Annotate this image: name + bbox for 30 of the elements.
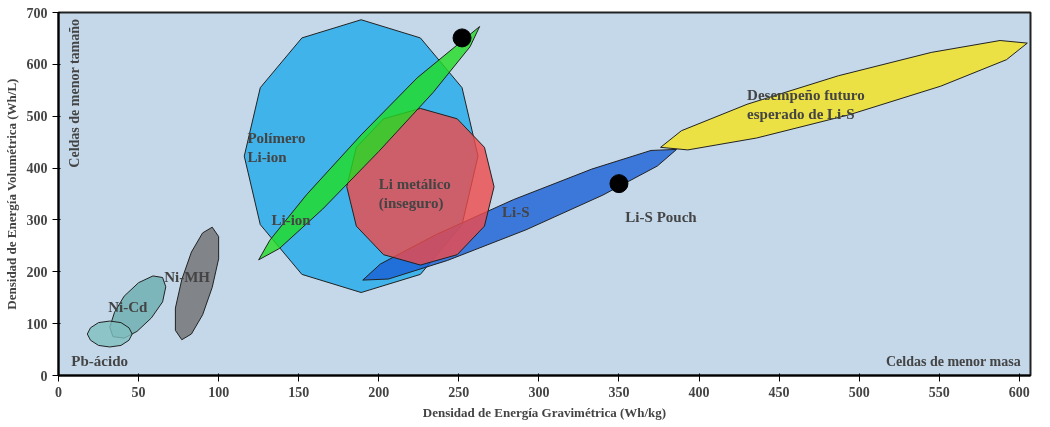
x-tick-label: 0 bbox=[55, 384, 62, 400]
x-tick-label: 450 bbox=[768, 384, 790, 400]
y-tick-label: 300 bbox=[26, 212, 48, 228]
y-tick-label: 0 bbox=[40, 368, 48, 384]
series-label: Li-S bbox=[502, 203, 530, 220]
y-axis-title: Densidad de Energía Volumétrica (Wh/L) bbox=[3, 78, 19, 310]
series-label: Polímero Li-ion bbox=[247, 129, 306, 165]
annotation: Celdas de menor masa bbox=[885, 354, 1021, 370]
x-tick-label: 50 bbox=[131, 384, 146, 400]
series-label: Pb-ácido bbox=[71, 352, 128, 369]
x-tick-label: 400 bbox=[688, 384, 710, 400]
x-tick-label: 600 bbox=[1008, 384, 1030, 400]
x-tick-label: 100 bbox=[208, 384, 230, 400]
x-tick-label: 150 bbox=[288, 384, 310, 400]
series-label: Li metálico (inseguro) bbox=[378, 175, 451, 213]
y-tick-label: 400 bbox=[26, 161, 48, 177]
x-tick-label: 200 bbox=[368, 384, 390, 400]
annotation: Celdas de menor tamaño bbox=[66, 18, 82, 168]
y-tick-label: 700 bbox=[26, 5, 48, 21]
x-axis-title: Densidad de Energía Gravimétrica (Wh/kg) bbox=[422, 404, 667, 420]
x-tick-label: 550 bbox=[928, 384, 950, 400]
y-tick-label: 200 bbox=[26, 264, 48, 280]
x-tick-label: 250 bbox=[448, 384, 470, 400]
x-tick-label: 350 bbox=[608, 384, 630, 400]
y-tick-label: 600 bbox=[26, 57, 48, 73]
series-label: Li-S Pouch bbox=[625, 208, 698, 225]
x-tick-label: 500 bbox=[848, 384, 870, 400]
y-tick-label: 500 bbox=[26, 109, 48, 125]
y-tick-label: 100 bbox=[26, 316, 48, 332]
x-tick-label: 300 bbox=[528, 384, 550, 400]
